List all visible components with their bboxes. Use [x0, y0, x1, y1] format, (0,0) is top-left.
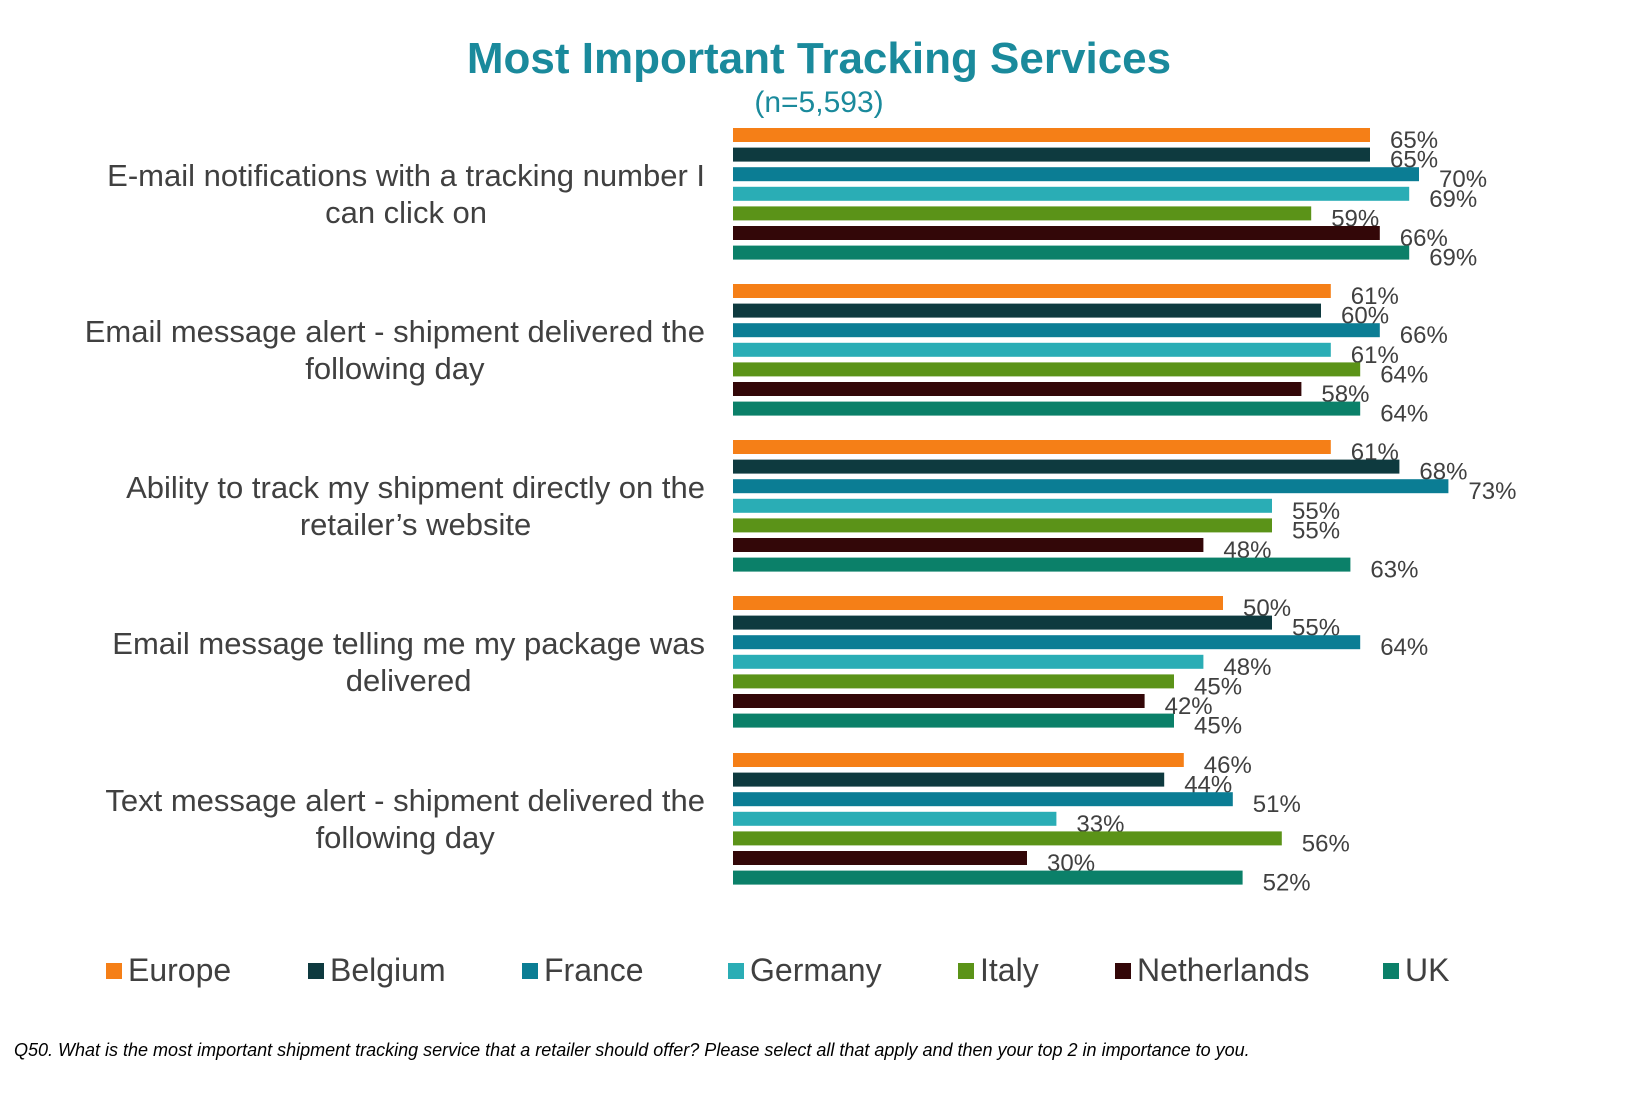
- data-label: 70%: [1439, 166, 1487, 193]
- bar-italy: [733, 206, 1312, 221]
- bar-europe: [733, 753, 1184, 767]
- bar-netherlands: [733, 382, 1302, 396]
- bar-europe: [733, 440, 1331, 454]
- bar-france: [733, 792, 1233, 807]
- legend-swatch: [958, 962, 974, 979]
- legend-swatch: [308, 962, 324, 979]
- bar-germany: [733, 186, 1410, 201]
- category-label: Email message telling me my package was: [112, 626, 705, 661]
- chart-subtitle: (n=5,593): [754, 86, 884, 119]
- data-label: 64%: [1380, 401, 1428, 428]
- legend-item-uk: UK: [1383, 952, 1449, 989]
- data-label: 69%: [1429, 245, 1477, 272]
- legend-swatch: [522, 962, 538, 979]
- legend-label: France: [544, 952, 644, 988]
- bar-germany: [733, 654, 1204, 669]
- chart-title: Most Important Tracking Services: [466, 34, 1172, 83]
- bar-uk: [733, 245, 1410, 260]
- bar-france: [733, 479, 1449, 494]
- bar-uk: [733, 713, 1174, 728]
- legend-swatch: [106, 962, 122, 979]
- legend-label: Germany: [750, 952, 882, 988]
- legend-swatch: [728, 962, 744, 979]
- data-label: 66%: [1400, 322, 1448, 349]
- data-label: 51%: [1253, 791, 1301, 818]
- bar-netherlands: [733, 226, 1380, 240]
- legend-label: Italy: [980, 952, 1039, 988]
- bar-belgium: [733, 772, 1165, 787]
- legend-item-france: France: [522, 952, 644, 989]
- data-label: 63%: [1370, 557, 1418, 584]
- bar-netherlands: [733, 538, 1204, 552]
- bar-belgium: [733, 303, 1321, 318]
- legend-swatch: [1383, 962, 1399, 979]
- bar-germany: [733, 811, 1057, 826]
- bar-france: [733, 323, 1380, 338]
- legend-label: Netherlands: [1137, 952, 1310, 988]
- bar-germany: [733, 342, 1331, 357]
- bar-chart: E-mail notifications with a tracking num…: [85, 127, 1517, 897]
- bar-netherlands: [733, 851, 1027, 865]
- category-label: Ability to track my shipment directly on…: [126, 470, 705, 505]
- category-label: Text message alert - shipment delivered …: [105, 783, 705, 818]
- bar-italy: [733, 518, 1272, 533]
- bar-belgium: [733, 147, 1370, 162]
- bar-uk: [733, 557, 1351, 572]
- data-label: 55%: [1292, 517, 1340, 544]
- category-label: following day: [305, 351, 485, 386]
- data-label: 69%: [1429, 186, 1477, 213]
- legend-label: Europe: [128, 952, 232, 988]
- legend-item-belgium: Belgium: [308, 952, 446, 989]
- legend-label: UK: [1405, 952, 1450, 988]
- bar-france: [733, 635, 1361, 650]
- category-label: following day: [316, 820, 496, 855]
- legend-swatch: [1115, 962, 1131, 979]
- data-label: 55%: [1292, 498, 1340, 525]
- category-label: retailer’s website: [300, 507, 531, 542]
- legend-item-italy: Italy: [958, 952, 1039, 989]
- data-label: 52%: [1263, 870, 1311, 897]
- bar-germany: [733, 498, 1272, 513]
- data-label: 73%: [1468, 478, 1516, 505]
- category-label: can click on: [325, 195, 487, 230]
- data-label: 65%: [1390, 127, 1438, 154]
- bar-belgium: [733, 459, 1400, 474]
- data-label: 56%: [1302, 830, 1350, 857]
- data-label: 45%: [1194, 713, 1242, 740]
- bar-belgium: [733, 615, 1272, 630]
- category-label: delivered: [346, 663, 472, 698]
- legend-item-germany: Germany: [728, 952, 882, 989]
- bar-europe: [733, 596, 1223, 610]
- data-label: 64%: [1380, 634, 1428, 661]
- legend: Europe Belgium France Germany Italy Netherlan…: [0, 952, 1638, 1002]
- footnote: Q50. What is the most important shipment…: [14, 1040, 1250, 1060]
- legend-label: Belgium: [330, 952, 446, 988]
- category-label: E-mail notifications with a tracking num…: [107, 158, 705, 193]
- data-label: 46%: [1204, 752, 1252, 779]
- bar-italy: [733, 674, 1174, 689]
- bar-netherlands: [733, 694, 1145, 708]
- data-label: 45%: [1194, 673, 1242, 700]
- legend-item-netherlands: Netherlands: [1115, 952, 1310, 989]
- data-label: 61%: [1351, 283, 1399, 310]
- bar-france: [733, 167, 1419, 182]
- bar-uk: [733, 401, 1361, 416]
- bar-europe: [733, 128, 1370, 142]
- data-label: 48%: [1223, 654, 1271, 681]
- bar-italy: [733, 831, 1282, 846]
- legend-item-europe: Europe: [106, 952, 231, 989]
- bar-italy: [733, 362, 1361, 377]
- bar-europe: [733, 284, 1331, 298]
- bar-uk: [733, 870, 1243, 885]
- category-label: Email message alert - shipment delivered…: [85, 314, 705, 349]
- data-label: 64%: [1380, 361, 1428, 388]
